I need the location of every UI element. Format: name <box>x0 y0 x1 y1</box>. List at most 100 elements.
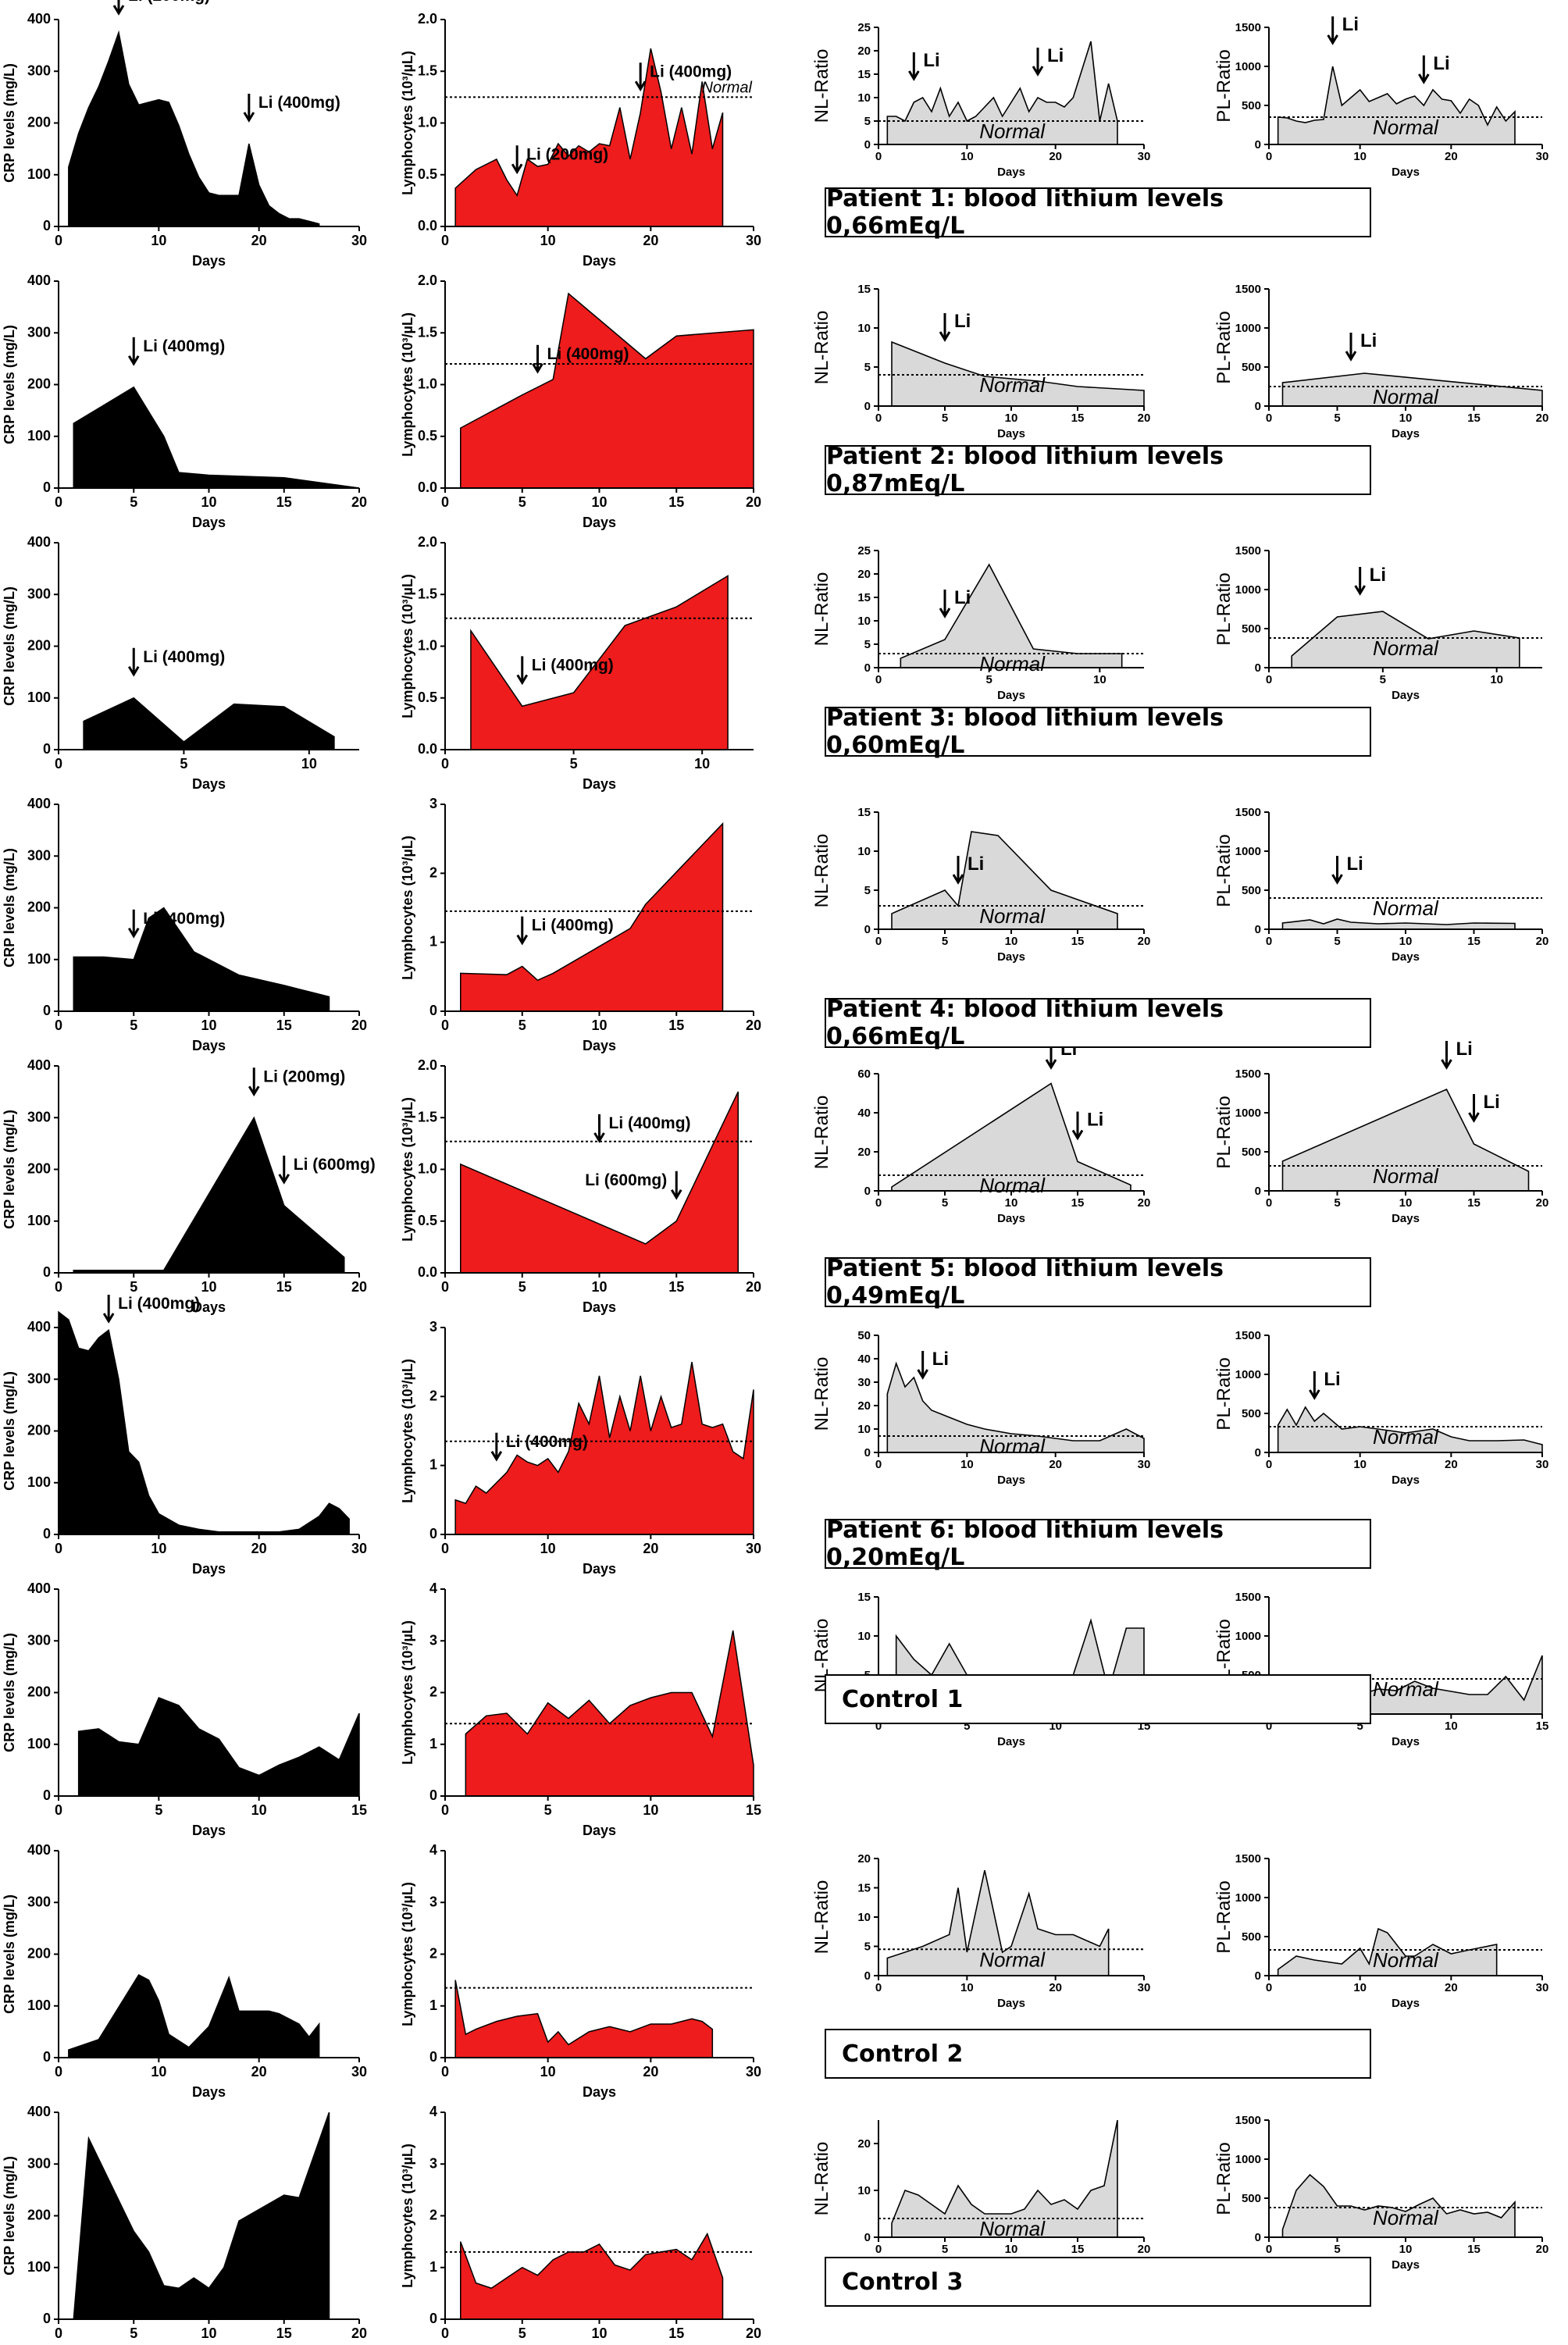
lym-y-tick-label: 1.5 <box>418 324 437 340</box>
li-arrow-head <box>516 674 529 686</box>
pl-normal-label: Normal <box>1373 636 1439 660</box>
lym-chart: 0 1 2 3 0 5 10 15 20 Days Lymphocytes (10³/µL) Li (… <box>400 796 761 1053</box>
nl-y-tick-label: 5 <box>864 638 871 651</box>
lym-x-tick-label: 15 <box>668 1279 684 1295</box>
li-arrow-label: Li (400mg) <box>143 337 225 355</box>
nl-x-tick-label: 10 <box>960 1458 974 1471</box>
nl-x-tick-label: 15 <box>1071 935 1085 948</box>
lym-y-tick-label: 4 <box>429 1581 437 1596</box>
pl-x-tick-label: 20 <box>1536 935 1549 948</box>
nl-y-tick-label: 10 <box>857 322 871 335</box>
lym-x-tick-label: 15 <box>746 1802 761 1818</box>
pl-x-tick-label: 0 <box>1266 412 1272 425</box>
crp-x-tick-label: 30 <box>351 233 367 248</box>
li-arrow-label: Li (400mg) <box>650 62 732 80</box>
pl-x-axis-label: Days <box>1392 689 1420 702</box>
li-arrow-label: Li <box>1347 854 1363 875</box>
lym-x-tick-label: 20 <box>643 2064 658 2079</box>
li-arrow-head <box>127 927 140 939</box>
crp-y-axis-label: CRP levels (mg/L) <box>2 1110 17 1229</box>
nl-y-tick-label: 20 <box>857 2137 871 2151</box>
crp-y-tick-label: 200 <box>27 1946 51 1962</box>
nl-y-tick-label: 15 <box>857 1591 871 1604</box>
nl-x-tick-label: 10 <box>1093 673 1107 686</box>
pl-y-axis-label: PL-Ratio <box>1213 311 1235 383</box>
li-arrow-head <box>112 5 125 16</box>
lym-x-tick-label: 5 <box>519 494 526 510</box>
crp-area <box>77 1697 360 1797</box>
nl-x-tick-label: 20 <box>1049 150 1062 163</box>
crp-area <box>68 30 320 227</box>
lym-x-tick-label: 15 <box>668 494 684 510</box>
pl-y-tick-label: 0 <box>1255 1185 1261 1198</box>
lym-chart: 0.0 0.5 1.0 1.5 2.0 0 5 10 15 20 Days Lymphocytes (… <box>400 1057 761 1315</box>
lym-x-axis-label: Days <box>583 776 616 792</box>
lym-x-tick-label: 5 <box>544 1802 552 1818</box>
pl-chart: Normal 0 500 1000 1500 0 10 20 30 Days PL-Ratio <box>1213 1852 1548 2010</box>
lym-y-tick-label: 3 <box>429 2155 437 2171</box>
li-arrow-head <box>1032 66 1044 77</box>
li-arrow-head <box>1441 1059 1452 1070</box>
li-arrow-head <box>939 608 951 618</box>
nl-y-tick-label: 30 <box>857 1376 871 1389</box>
panel-label-3: Patient 3: blood lithium levels 0,60mEq/… <box>825 704 1371 759</box>
crp-chart: 0 100 200 300 400 0 10 20 30 Days CRP levels (mg/L… <box>2 1295 367 1577</box>
nl-x-axis-label: Days <box>997 1212 1025 1225</box>
crp-y-tick-label: 300 <box>27 62 51 78</box>
lym-area <box>454 1362 754 1535</box>
crp-x-tick-label: 5 <box>130 1279 137 1295</box>
crp-x-tick-label: 20 <box>251 2064 267 2079</box>
crp-x-tick-label: 10 <box>201 1279 216 1295</box>
crp-y-tick-label: 300 <box>27 1632 51 1648</box>
lym-y-axis-label: Lymphocytes (10³/µL) <box>400 574 415 718</box>
nl-y-axis-label: NL-Ratio <box>811 311 832 385</box>
nl-area <box>891 831 1118 930</box>
pl-x-axis-label: Days <box>1392 2258 1420 2272</box>
lym-y-tick-label: 1.0 <box>418 376 437 392</box>
pl-normal-label: Normal <box>1373 385 1439 408</box>
crp-x-tick-label: 20 <box>351 1279 367 1295</box>
li-arrow-label: Li (400mg) <box>118 1295 200 1313</box>
nl-y-tick-label: 10 <box>857 2184 871 2197</box>
crp-x-axis-label: Days <box>192 1823 226 1838</box>
nl-x-tick-label: 0 <box>875 2243 882 2256</box>
nl-normal-label: Normal <box>979 1948 1046 1971</box>
pl-normal-label: Normal <box>1373 2206 1439 2229</box>
nl-normal-label: Normal <box>979 1174 1046 1197</box>
crp-y-tick-label: 0 <box>43 479 51 495</box>
pl-chart: Normal 0 500 1000 1500 0 5 10 Days PL-Ratio Li <box>1213 544 1542 702</box>
nl-y-tick-label: 0 <box>864 661 871 675</box>
li-arrow-label: Li <box>954 311 971 332</box>
nl-x-tick-label: 20 <box>1138 935 1151 948</box>
nl-x-tick-label: 10 <box>1005 2243 1018 2256</box>
lym-y-tick-label: 3 <box>429 1632 437 1648</box>
pl-x-tick-label: 5 <box>1380 673 1386 686</box>
lym-x-tick-label: 10 <box>540 1541 556 1556</box>
pl-normal-label: Normal <box>1373 896 1439 920</box>
lym-y-tick-label: 0 <box>429 1003 437 1018</box>
crp-x-tick-label: 30 <box>351 1541 367 1556</box>
li-arrow-label: Li (400mg) <box>532 656 614 674</box>
crp-y-tick-label: 300 <box>27 1109 51 1124</box>
pl-x-axis-label: Days <box>1392 1212 1420 1225</box>
pl-x-axis-label: Days <box>1392 1997 1420 2010</box>
pl-normal-label: Normal <box>1373 1425 1439 1449</box>
pl-x-tick-label: 10 <box>1399 1196 1413 1210</box>
nl-y-tick-label: 40 <box>857 1352 871 1366</box>
crp-area <box>73 907 330 1012</box>
crp-x-tick-label: 20 <box>251 233 267 248</box>
crp-y-tick-label: 200 <box>27 900 51 915</box>
pl-y-axis-label: PL-Ratio <box>1213 1096 1235 1168</box>
nl-y-axis-label: NL-Ratio <box>811 572 832 647</box>
lym-y-tick-label: 0.5 <box>418 428 437 444</box>
nl-x-tick-label: 10 <box>1005 1196 1018 1210</box>
panel-label-5: Patient 5: blood lithium levels 0,49mEq/… <box>825 1255 1371 1310</box>
crp-x-tick-label: 20 <box>351 494 367 510</box>
lym-x-tick-label: 0 <box>441 233 449 248</box>
nl-x-tick-label: 10 <box>960 1981 974 1994</box>
nl-y-tick-label: 20 <box>857 1852 871 1866</box>
